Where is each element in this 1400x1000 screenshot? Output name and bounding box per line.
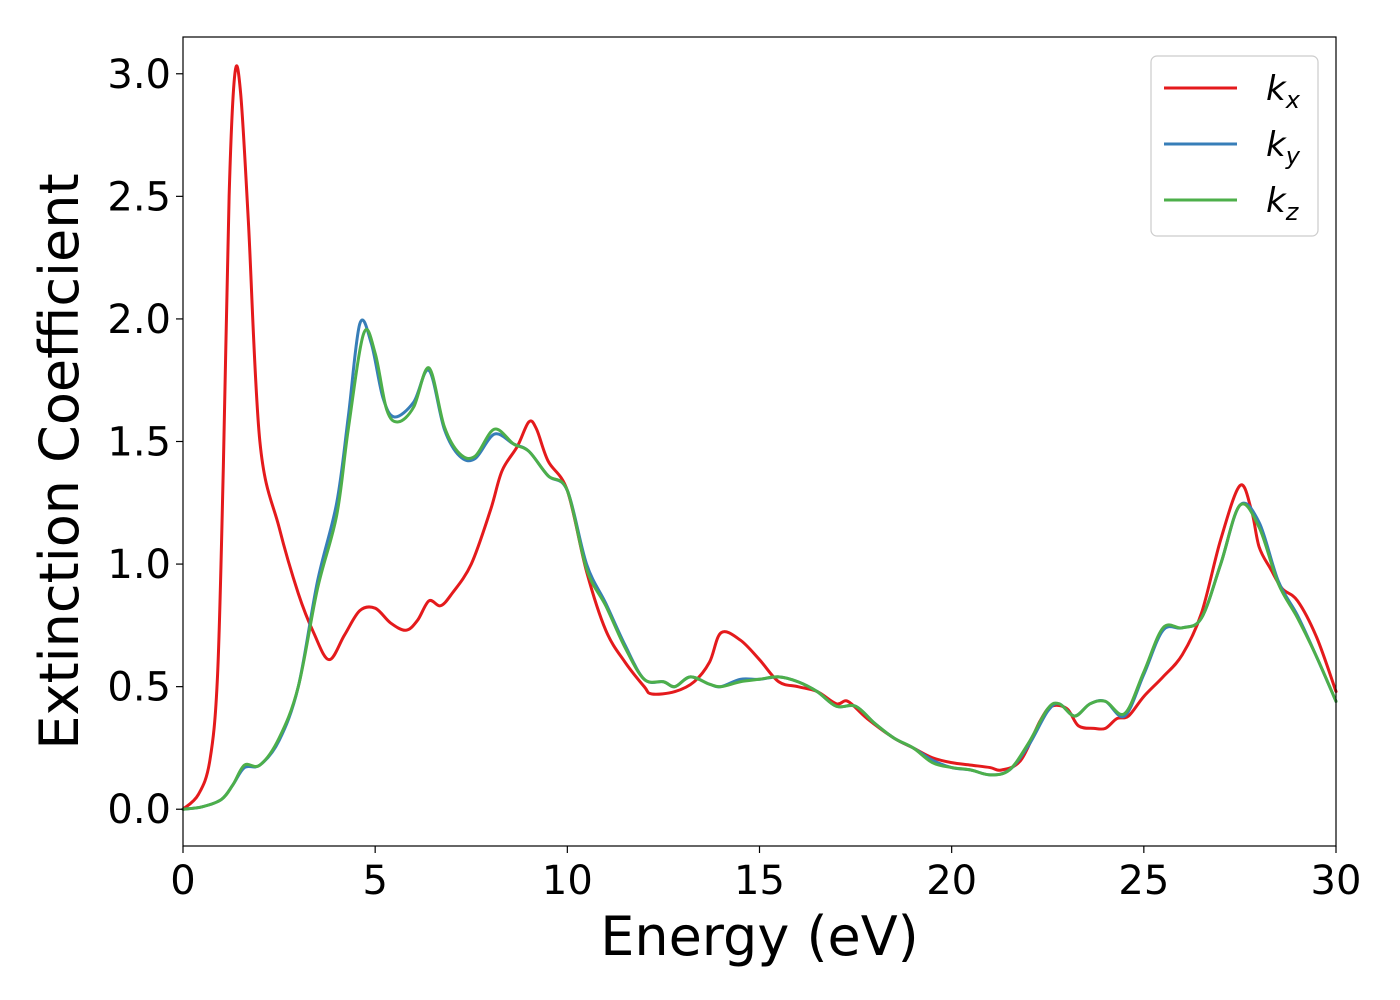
y-tick-label: 0.5: [107, 665, 171, 711]
y-tick-label: 3.0: [107, 52, 171, 98]
y-tick-label: 0.0: [107, 787, 171, 833]
y-axis-ticks: 0.0 0.5 1.0 1.5 2.0 2.5 3.0: [107, 52, 183, 833]
y-tick-label: 1.5: [107, 420, 171, 466]
legend-box: [1150, 55, 1319, 237]
x-tick-label: 5: [362, 858, 387, 904]
x-tick-label: 10: [542, 858, 593, 904]
series-line-z: [181, 328, 1338, 811]
y-axis-label: Extinction Coefficient: [28, 173, 91, 749]
x-tick-label: 25: [1118, 858, 1169, 904]
x-axis-label: Energy (eV): [600, 905, 919, 968]
x-tick-label: 20: [926, 858, 977, 904]
legend-label-y: ky: [1266, 125, 1301, 170]
legend: kx ky kz: [1150, 55, 1319, 237]
x-tick-label: 15: [734, 858, 785, 904]
y-tick-label: 1.0: [107, 542, 171, 588]
legend-label-x: kx: [1266, 69, 1301, 114]
x-axis-ticks: 0 5 10 15 20 25 30: [170, 846, 1361, 904]
y-tick-label: 2.5: [107, 174, 171, 220]
x-tick-label: 0: [170, 858, 195, 904]
x-tick-label: 30: [1311, 858, 1362, 904]
series-line-x: [181, 64, 1338, 811]
y-tick-label: 2.0: [107, 297, 171, 343]
legend-label-z: kz: [1266, 181, 1300, 226]
series-layer: [181, 64, 1338, 811]
